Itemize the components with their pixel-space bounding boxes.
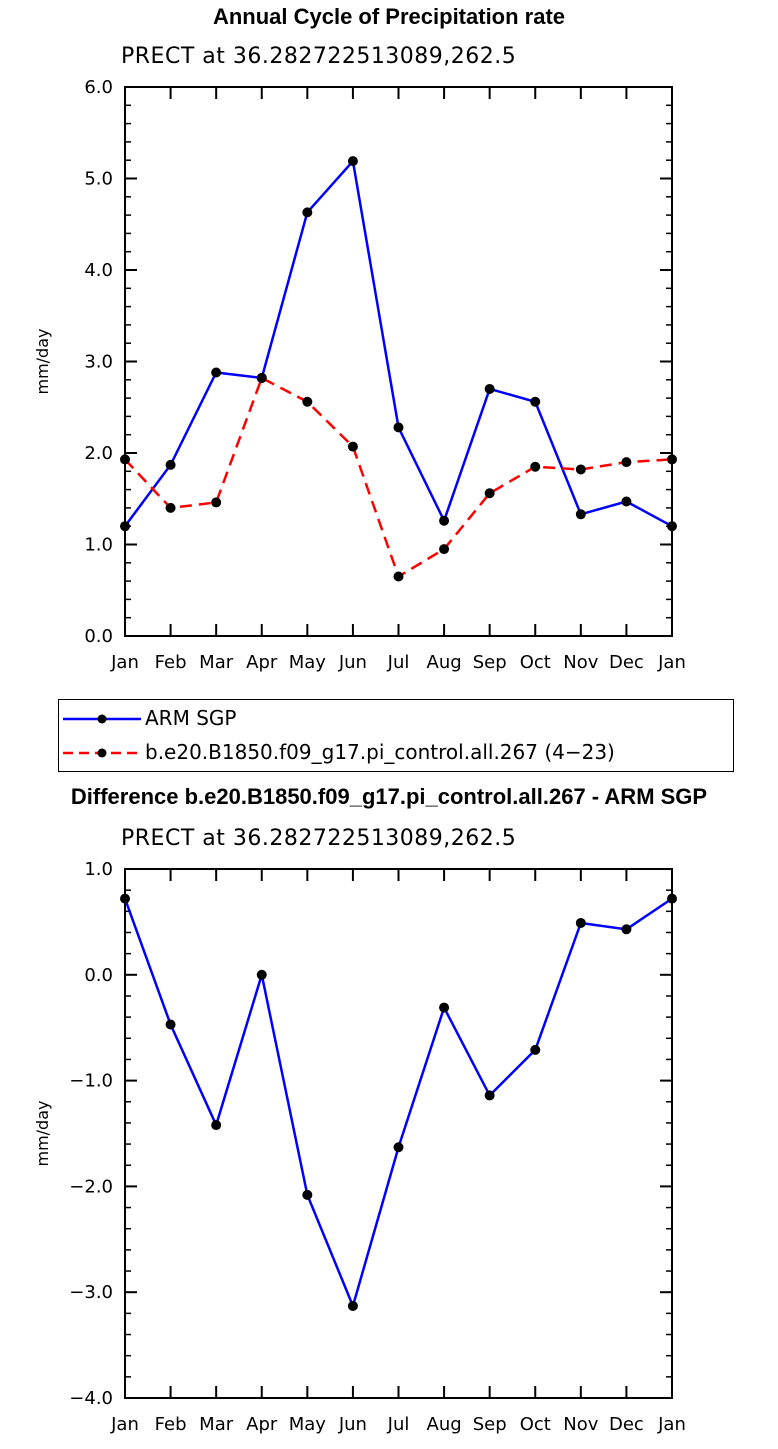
legend: ARM SGP b.e20.B1850.f09_g17.pi_control.a… (58, 699, 734, 772)
chart1-xtick-label: Feb (155, 652, 187, 673)
chart2-ytick-label: −2.0 (69, 1176, 113, 1197)
chart1-series-1-point (439, 544, 450, 555)
chart2-xtick-label: May (289, 1414, 327, 1435)
chart2-ytick-label: −3.0 (69, 1282, 113, 1303)
chart2-series-0-point (667, 893, 677, 904)
chart2-xtick-label: Feb (155, 1414, 187, 1435)
chart1-series-1-point (347, 441, 358, 452)
chart2-series-0-point (439, 1002, 450, 1013)
chart2-xtick-label: Jan (110, 1414, 139, 1435)
chart1-xtick-label: Jan (657, 652, 686, 673)
chart1-plot: 0.0 1.0 2.0 3.0 4.0 5.0 6.0 Jan Feb Mar Apr May Jun J… (33, 77, 686, 673)
chart1-xtick-label: May (289, 652, 327, 673)
chart2-xtick-label: Aug (427, 1414, 462, 1435)
chart1-series-1-point (302, 396, 313, 407)
chart2-title: Difference b.e20.B1850.f09_g17.pi_contro… (70, 784, 708, 809)
chart2-xtick-label: Sep (473, 1414, 507, 1435)
chart1-xtick-label: Jun (338, 652, 367, 673)
chart1-xtick-label: Apr (246, 652, 278, 673)
chart1-series-1-point (484, 488, 495, 499)
chart2-series-line-0 (123, 897, 673, 1310)
chart1-series-1-point (530, 461, 541, 472)
chart1-xtick-label: Oct (520, 652, 551, 673)
chart1-xtick-label: Aug (427, 652, 462, 673)
chart1-ytick-label: 0.0 (84, 626, 113, 647)
legend-label-arm-sgp: ARM SGP (145, 706, 237, 730)
chart1-ytick-label: 1.0 (84, 535, 113, 556)
chart1-series-0-point (347, 156, 358, 167)
chart2-xtick-label: Mar (199, 1414, 234, 1435)
chart1-series-0-point (621, 496, 632, 507)
chart1-ytick-label: 5.0 (84, 169, 113, 190)
chart2-series-0-point (575, 917, 586, 928)
chart2-xtick-label: Oct (520, 1414, 551, 1435)
chart1-series-1-point (165, 502, 176, 513)
chart2-xtick-label: Jun (338, 1414, 367, 1435)
chart1-title: Annual Cycle of Precipitation rate (212, 4, 566, 29)
chart1-series-0-point (165, 459, 176, 470)
chart2-series-0-point (621, 924, 632, 935)
chart2-series-0-point (120, 893, 130, 904)
chart1-series-0-point (484, 383, 495, 394)
chart1-series-1-point (667, 454, 677, 465)
chart1-series-0-point (120, 521, 130, 532)
chart2-xtick-label: Jan (657, 1414, 686, 1435)
chart2-ytick-label: −4.0 (69, 1388, 113, 1409)
chart2-ytick-label: −1.0 (69, 1071, 113, 1092)
legend-line-arm-sgp (63, 714, 141, 724)
chart1-series-1-point (575, 464, 586, 475)
chart1-xtick-label: Dec (609, 652, 644, 673)
chart2-series-0-point (165, 1019, 176, 1030)
chart2-subtitle: PRECT at 36.282722513089,262.5 (121, 826, 517, 851)
chart1-subtitle: PRECT at 36.282722513089,262.5 (121, 44, 517, 69)
chart1-series-0-point (439, 515, 450, 526)
chart1-series-0-point (211, 367, 222, 378)
chart1-ytick-label: 2.0 (84, 443, 113, 464)
legend-item-arm-sgp: ARM SGP (59, 704, 733, 734)
chart2-series-0-point (302, 1189, 313, 1200)
chart1-series-0-point (667, 521, 677, 532)
legend-line-model (63, 748, 141, 758)
legend-item-model: b.e20.B1850.f09_g17.pi_control.all.267 (… (59, 738, 733, 768)
chart2-series-0-point (211, 1120, 222, 1131)
chart2-ylabel: mm/day (33, 1101, 52, 1167)
chart1-ytick-label: 6.0 (84, 77, 113, 98)
chart1-series-1-point (621, 457, 632, 468)
chart1-xtick-label: Jan (110, 652, 139, 673)
chart1-series-1-point (393, 571, 404, 582)
chart2-ytick-label: 0.0 (84, 965, 113, 986)
chart2-frame (124, 868, 673, 1399)
chart2-series-0-point (347, 1300, 358, 1311)
chart1-series-1-point (211, 497, 222, 508)
chart2-series-0-point (484, 1090, 495, 1101)
chart1-ytick-label: 3.0 (84, 352, 113, 373)
chart1-ylabel: mm/day (33, 329, 52, 395)
chart1-xtick-label: Sep (473, 652, 507, 673)
chart1-series-1-point (256, 372, 267, 383)
chart2-series-0-point (256, 969, 267, 980)
chart2-series-0-point (530, 1044, 541, 1055)
chart2-xtick-label: Apr (246, 1414, 278, 1435)
chart2-xtick-label: Jul (387, 1414, 410, 1435)
chart1-ytick-label: 4.0 (84, 260, 113, 281)
chart1-series-0-point (302, 207, 313, 218)
chart1-xtick-label: Nov (563, 652, 598, 673)
chart1-series-1-point (120, 454, 130, 465)
legend-label-model: b.e20.B1850.f09_g17.pi_control.all.267 (… (145, 740, 615, 764)
chart2-xtick-label: Dec (609, 1414, 644, 1435)
chart1-xtick-label: Jul (387, 652, 410, 673)
chart1-xtick-label: Mar (199, 652, 234, 673)
chart1-series-0-point (393, 422, 404, 433)
chart1-series-0-point (575, 509, 586, 520)
chart2-ytick-label: 1.0 (84, 859, 113, 880)
chart1-series-0-point (530, 396, 541, 407)
chart2-xtick-label: Nov (563, 1414, 598, 1435)
chart2-series-0-point (393, 1142, 404, 1153)
